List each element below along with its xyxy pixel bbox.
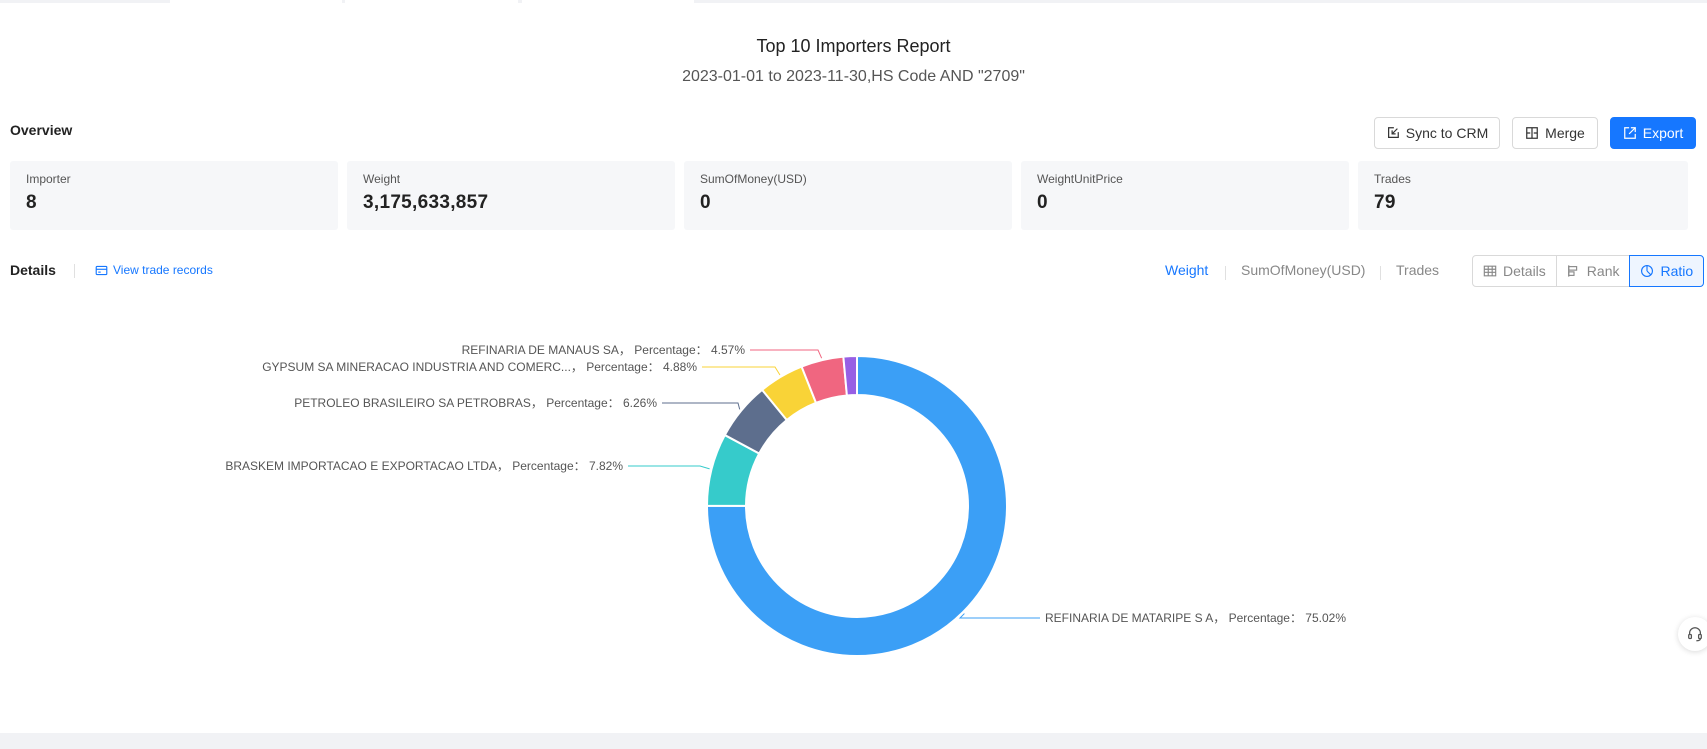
slice-label: GYPSUM SA MINERACAO INDUSTRIA AND COMERC… xyxy=(262,360,697,374)
metric-tab-weight[interactable]: Weight xyxy=(1165,262,1209,278)
label-leader-line xyxy=(702,366,781,376)
slice-label: REFINARIA DE MATARIPE S A， Percentage： 7… xyxy=(1045,611,1346,625)
headset-icon xyxy=(1688,627,1702,642)
merge-button[interactable]: Merge xyxy=(1512,117,1598,149)
export-icon xyxy=(1623,127,1636,139)
stat-card-trades: Trades 79 xyxy=(1358,161,1688,230)
customer-support-button[interactable] xyxy=(1678,617,1707,651)
stat-label: SumOfMoney(USD) xyxy=(700,172,807,186)
sync-crm-icon xyxy=(1387,127,1399,138)
view-mode-ratio-label: Ratio xyxy=(1660,263,1694,279)
label-leader-line xyxy=(750,349,823,359)
view-trade-records-link[interactable]: View trade records xyxy=(95,263,213,277)
sync-to-crm-label: Sync to CRM xyxy=(1405,125,1489,141)
report-subtitle: 2023-01-01 to 2023-11-30,HS Code AND "27… xyxy=(682,68,1025,85)
stat-card-weight-unit-price: WeightUnitPrice 0 xyxy=(1021,161,1349,230)
stat-value: 3,175,633,857 xyxy=(363,192,489,213)
records-card-icon xyxy=(95,265,108,275)
table-icon xyxy=(1483,265,1497,277)
view-mode-details[interactable]: Details xyxy=(1472,255,1557,287)
view-mode-switcher: Details Rank Ratio xyxy=(1472,255,1705,287)
top-tab[interactable] xyxy=(170,0,342,3)
importer-ratio-donut-chart: REFINARIA DE MATARIPE S A， Percentage： 7… xyxy=(225,343,1346,657)
donut-slice[interactable] xyxy=(705,354,1008,657)
merge-label: Merge xyxy=(1545,125,1585,141)
view-trade-records-label: View trade records xyxy=(113,263,213,277)
stat-value: 8 xyxy=(26,192,37,213)
stat-label: Trades xyxy=(1374,172,1411,186)
rank-bars-icon xyxy=(1567,265,1577,277)
metric-tab-trades[interactable]: Trades xyxy=(1396,262,1440,278)
label-leader-line xyxy=(628,465,710,470)
metric-tab-sum-of-money[interactable]: SumOfMoney(USD) xyxy=(1241,262,1366,278)
stat-value: 0 xyxy=(1037,192,1048,213)
top-tab-strip xyxy=(0,0,1707,3)
overview-label: Overview xyxy=(10,122,73,138)
stat-value: 79 xyxy=(1374,192,1396,213)
label-leader-line xyxy=(662,402,741,410)
view-mode-rank-label: Rank xyxy=(1586,263,1620,279)
stat-card-sum-of-money: SumOfMoney(USD) 0 xyxy=(684,161,1012,230)
details-label: Details xyxy=(10,262,56,278)
bottom-bar xyxy=(0,733,1707,749)
divider xyxy=(74,264,75,278)
merge-icon xyxy=(1526,127,1539,139)
stat-label: Weight xyxy=(363,172,401,186)
slice-label: BRASKEM IMPORTACAO E EXPORTACAO LTDA， Pe… xyxy=(225,459,623,473)
view-mode-ratio[interactable]: Ratio xyxy=(1629,255,1705,287)
divider xyxy=(1380,266,1381,280)
view-mode-rank[interactable]: Rank xyxy=(1555,255,1631,287)
export-button[interactable]: Export xyxy=(1610,117,1696,149)
divider xyxy=(1225,266,1226,280)
label-leader-line xyxy=(958,613,1040,619)
sync-to-crm-button[interactable]: Sync to CRM xyxy=(1374,117,1500,149)
top-tab[interactable] xyxy=(345,0,518,3)
stat-value: 0 xyxy=(700,192,711,213)
slice-label: REFINARIA DE MANAUS SA， Percentage： 4.57… xyxy=(462,343,746,357)
stat-label: WeightUnitPrice xyxy=(1037,172,1123,186)
slice-label: PETROLEO BRASILEIRO SA PETROBRAS， Percen… xyxy=(294,396,657,410)
report-title: Top 10 Importers Report xyxy=(756,36,951,56)
donut-slice[interactable] xyxy=(842,354,858,397)
top-tab[interactable] xyxy=(522,0,694,3)
pie-icon xyxy=(1641,265,1654,277)
export-label: Export xyxy=(1642,125,1684,141)
stat-label: Importer xyxy=(26,172,71,186)
stat-card-importer: Importer 8 xyxy=(10,161,338,230)
stat-card-weight: Weight 3,175,633,857 xyxy=(347,161,675,230)
view-mode-details-label: Details xyxy=(1503,263,1546,279)
